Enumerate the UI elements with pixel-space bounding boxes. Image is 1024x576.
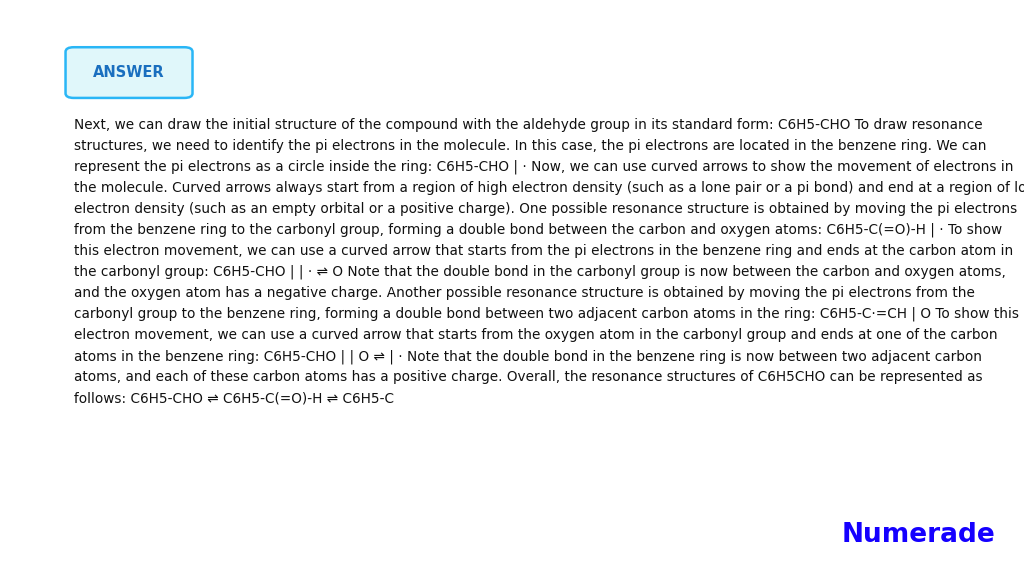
Text: Numerade: Numerade	[842, 522, 995, 548]
Text: ANSWER: ANSWER	[93, 65, 165, 80]
FancyBboxPatch shape	[66, 47, 193, 98]
Text: Next, we can draw the initial structure of the compound with the aldehyde group : Next, we can draw the initial structure …	[74, 118, 1024, 406]
